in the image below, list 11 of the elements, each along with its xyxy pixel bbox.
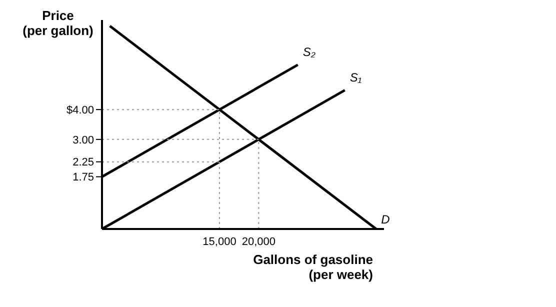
annotation: S₂ xyxy=(302,45,316,60)
y-tick-label: $4.00 xyxy=(66,104,94,116)
y-tick-label: 2.25 xyxy=(72,156,94,169)
y-tick-label: 3.00 xyxy=(72,134,94,146)
y-tick-label: 1.75 xyxy=(72,172,94,184)
x-tick-label: 15,000 xyxy=(202,236,236,248)
x-axis-title: Gallons of gasoline (per week) xyxy=(252,252,373,282)
annotation: D xyxy=(381,212,390,226)
x-tick-label: 20,000 xyxy=(242,236,276,248)
y-axis-title: Price (per gallon) xyxy=(22,8,94,38)
annotation: S₁ xyxy=(350,70,362,84)
